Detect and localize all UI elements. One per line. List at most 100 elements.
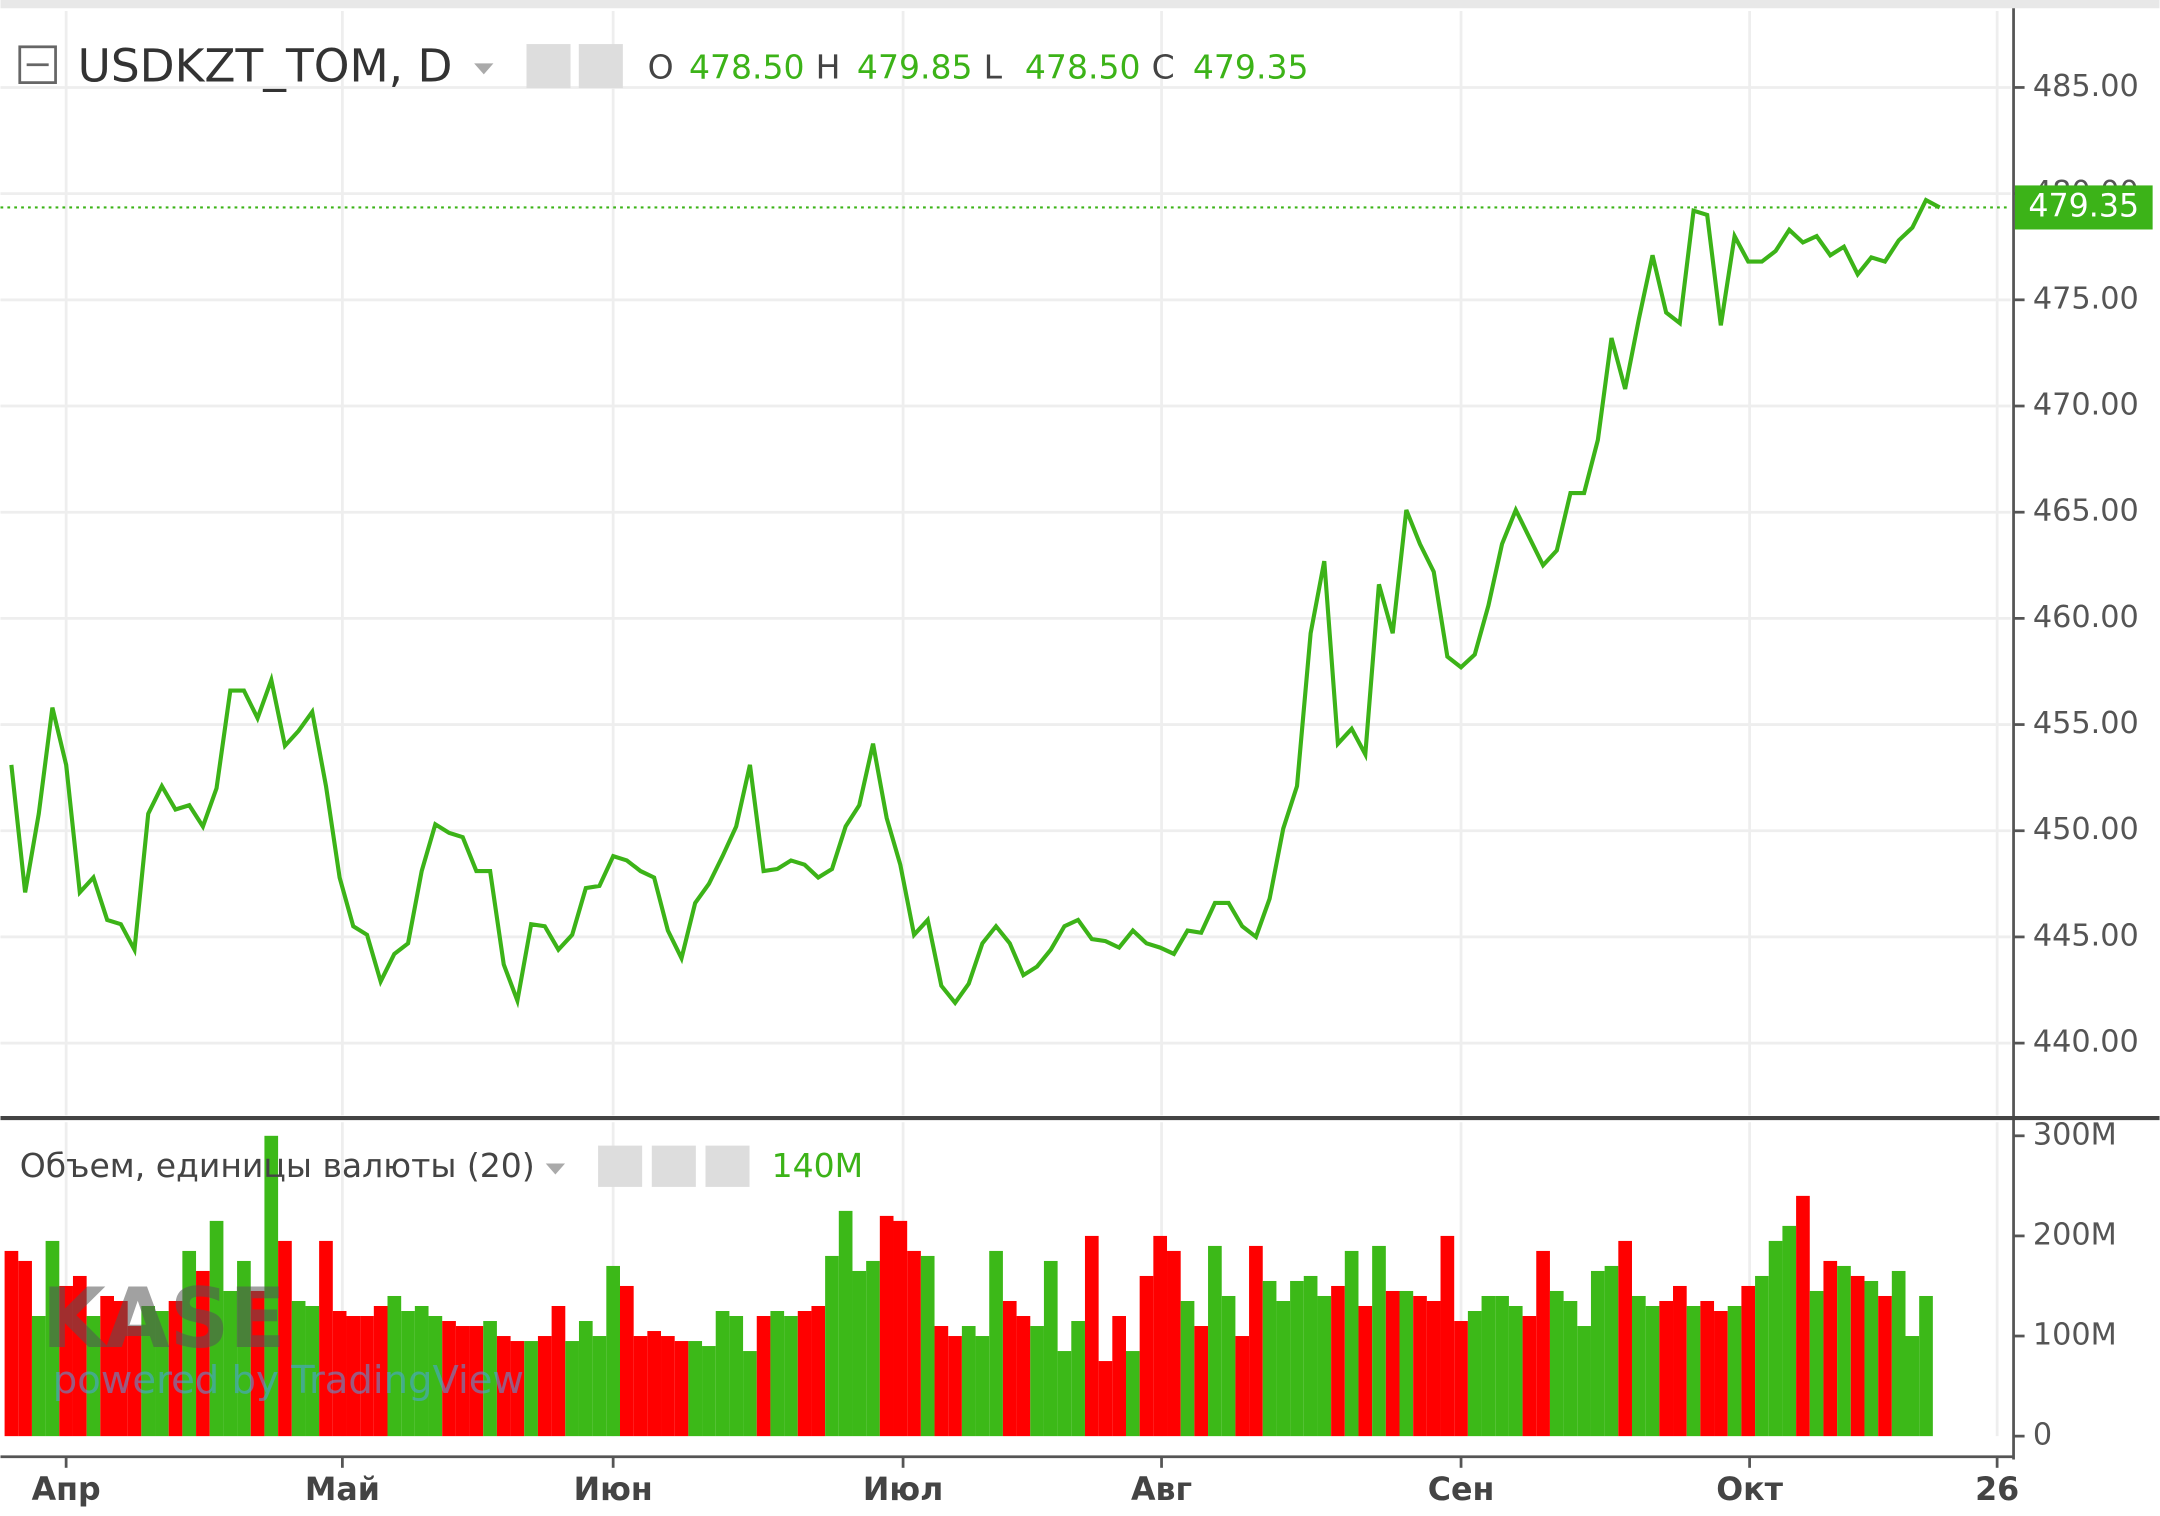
volume-bar <box>852 1270 867 1437</box>
volume-bar <box>1864 1280 1879 1437</box>
volume-bar <box>1919 1295 1933 1437</box>
volume-bar <box>975 1336 990 1437</box>
volume-bar <box>141 1305 156 1437</box>
volume-bar <box>1495 1295 1509 1437</box>
volume-bar <box>989 1250 1003 1437</box>
volume-bar <box>360 1316 374 1437</box>
volume-bar <box>1536 1250 1550 1437</box>
volume-bar <box>961 1326 976 1437</box>
volume-bar <box>18 1260 32 1437</box>
ohlc-value: 478.50 <box>1025 47 1141 86</box>
ohlc-label: O <box>648 47 674 86</box>
volume-bar <box>483 1321 497 1437</box>
volume-bar <box>1741 1285 1756 1437</box>
watermark-powered: powered by TradingView <box>53 1358 524 1403</box>
volume-bar <box>743 1351 757 1437</box>
last-price-text: 479.35 <box>2028 188 2139 224</box>
eye-icon[interactable] <box>598 1145 643 1187</box>
volume-bar <box>1317 1295 1332 1437</box>
volume-bar <box>113 1300 128 1437</box>
volume-bar <box>387 1295 402 1437</box>
volume-bar <box>155 1311 169 1437</box>
volume-bar <box>4 1250 19 1437</box>
volume-bar <box>1878 1295 1892 1437</box>
x-tick-label: Июн <box>574 1472 653 1508</box>
volume-bar <box>469 1326 484 1437</box>
volume-bar <box>1809 1290 1824 1437</box>
volume-bar <box>455 1326 470 1437</box>
volume-bar <box>1782 1225 1797 1437</box>
volume-bar <box>45 1240 60 1437</box>
volume-bar <box>1905 1336 1920 1437</box>
volume-bar <box>1850 1275 1865 1437</box>
y-tick-label: 200M <box>2033 1217 2117 1252</box>
volume-bar <box>524 1341 538 1437</box>
top-border <box>0 0 2160 9</box>
ohlc-value: 478.50 <box>689 47 805 86</box>
close-icon[interactable] <box>705 1145 750 1187</box>
y-tick-label: 300M <box>2033 1117 2117 1152</box>
volume-bar <box>1071 1321 1085 1437</box>
eye-icon[interactable] <box>526 44 571 89</box>
gear-icon[interactable] <box>651 1145 696 1187</box>
volume-bar <box>168 1300 183 1437</box>
volume-bar <box>510 1341 525 1437</box>
volume-bar <box>674 1341 689 1437</box>
volume-bar <box>72 1275 87 1437</box>
volume-bar <box>86 1316 101 1437</box>
collapse-icon[interactable] <box>18 45 57 84</box>
volume-last: 140M <box>772 1146 864 1185</box>
volume-bar <box>209 1220 224 1437</box>
x-tick-label: Сен <box>1428 1472 1495 1508</box>
volume-bar <box>1631 1295 1646 1437</box>
volume-bar <box>1837 1265 1851 1437</box>
y-tick-label: 450.00 <box>2033 812 2139 847</box>
volume-bar <box>1659 1300 1674 1437</box>
y-tick-label: 475.00 <box>2033 281 2139 316</box>
volume-bar <box>1112 1316 1126 1437</box>
volume-bar <box>401 1311 415 1437</box>
volume-bar <box>1577 1326 1591 1437</box>
volume-bar <box>688 1341 703 1437</box>
y-tick-label: 100M <box>2033 1318 2117 1353</box>
volume-bar <box>1604 1265 1619 1437</box>
volume-bar <box>1467 1311 1482 1437</box>
volume-bar <box>1590 1270 1605 1437</box>
volume-bar <box>182 1250 197 1437</box>
gear-icon[interactable] <box>578 44 623 89</box>
dropdown[interactable] <box>474 63 494 75</box>
volume-bar <box>1153 1235 1168 1437</box>
volume-bar <box>1303 1275 1318 1437</box>
volume-bar <box>770 1311 785 1437</box>
volume-bar <box>332 1311 347 1437</box>
volume-bar <box>1221 1295 1236 1437</box>
volume-bar <box>578 1321 593 1437</box>
volume-bar <box>1796 1195 1810 1437</box>
volume-bar <box>1481 1295 1496 1437</box>
volume-bar <box>1454 1321 1468 1437</box>
watermark: KASE powered by TradingView <box>42 1271 524 1403</box>
volume-bar <box>537 1336 552 1437</box>
dropdown[interactable] <box>545 1163 566 1175</box>
volume-bar <box>127 1326 142 1437</box>
volume-bar <box>1016 1316 1031 1437</box>
y-tick-label: 465.00 <box>2033 494 2139 529</box>
volume-bar <box>811 1305 826 1437</box>
volume-bar <box>264 1135 279 1437</box>
volume-bar <box>1714 1311 1728 1437</box>
volume-bar <box>934 1326 949 1437</box>
volume-bar <box>1508 1305 1523 1437</box>
volume-bar <box>879 1215 894 1437</box>
volume-bar <box>346 1316 361 1437</box>
volume-bar <box>1167 1250 1181 1437</box>
price-line <box>9 197 1941 1009</box>
ohlc-label: C <box>1152 47 1175 86</box>
ohlc-value: 479.85 <box>857 47 973 86</box>
volume-bar <box>1618 1240 1632 1437</box>
volume-bar <box>1098 1361 1113 1437</box>
symbol-title: USDKZT_TOM, D <box>78 39 453 92</box>
volume-bar <box>797 1311 812 1437</box>
volume-bar <box>1057 1351 1072 1437</box>
volume-bar <box>1686 1305 1701 1437</box>
